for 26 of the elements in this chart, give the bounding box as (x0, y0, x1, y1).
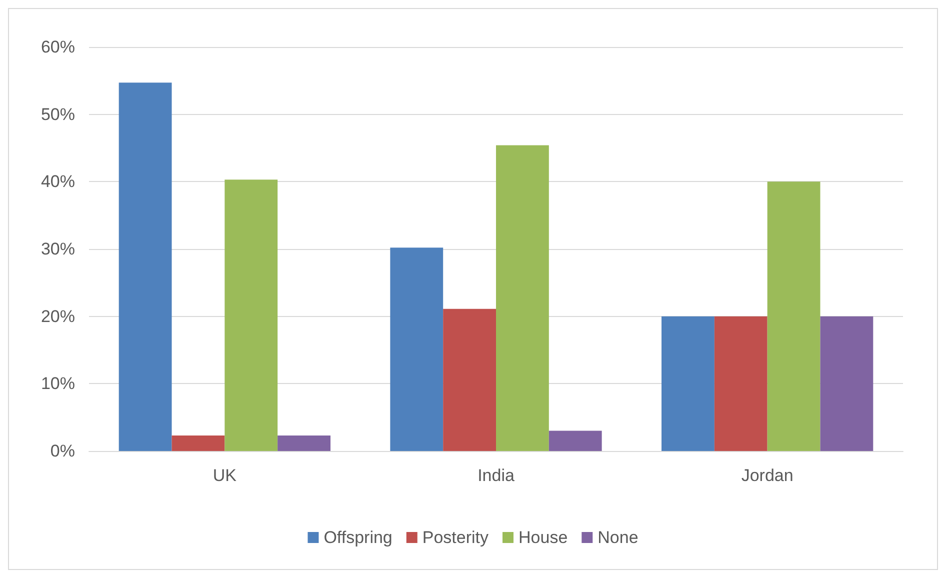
bar (714, 316, 768, 451)
bar (662, 316, 714, 451)
bar (767, 182, 820, 451)
y-tick-label: 0% (50, 442, 75, 460)
y-tick-label: 30% (40, 240, 75, 258)
bar (172, 436, 225, 451)
x-tick-label: India (478, 466, 515, 485)
bar (118, 82, 172, 451)
bar (224, 180, 278, 451)
bar (390, 248, 444, 451)
legend-label: House (518, 528, 568, 547)
bar (820, 316, 874, 451)
y-tick-label: 60% (40, 38, 75, 56)
bar (443, 308, 496, 451)
y-tick-label: 50% (40, 104, 75, 124)
x-tick-label: Jordan (741, 466, 794, 485)
legend-label: Offspring (324, 528, 392, 547)
bar (496, 145, 549, 451)
y-tick-label: 20% (40, 306, 75, 326)
bar (278, 436, 330, 451)
x-tick-label: UK (212, 466, 238, 485)
y-tick-label: 10% (40, 374, 75, 394)
legend-label: None (598, 528, 638, 547)
bar (548, 430, 602, 451)
legend-label: Posterity (422, 528, 490, 547)
y-tick-label: 40% (40, 172, 75, 192)
